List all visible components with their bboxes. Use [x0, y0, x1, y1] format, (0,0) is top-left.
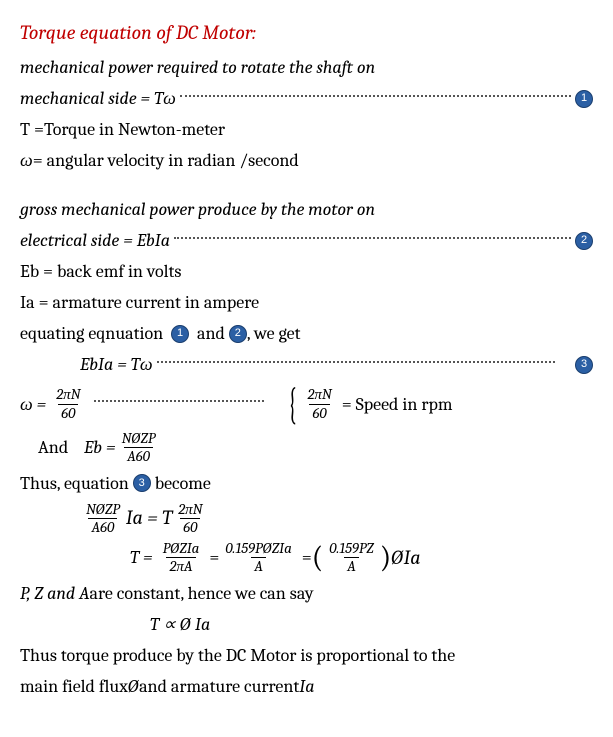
gross-power-line-2: electrical side = EbIa 2: [20, 227, 593, 254]
eb-eq-label: Eb =: [84, 434, 116, 461]
omega-eq-label: ω =: [20, 391, 46, 418]
t-proportional-line: T ∝ Ø Ia: [20, 611, 593, 638]
leader-dots: [157, 361, 556, 363]
equating-text-2: and: [197, 320, 225, 347]
eq-3-expr: EbIa = Tω: [80, 351, 153, 378]
def-eb: Eb = back emf in volts: [20, 258, 593, 285]
frac-2piN-60-note: 2πN 60: [304, 386, 334, 422]
pza-constant-line: P, Z and A are constant, hence we can sa…: [20, 580, 593, 607]
eq-badge-3: 3: [575, 356, 593, 374]
mech-power-line-1: mechanical power required to rotate the …: [20, 54, 593, 81]
pza-vars: P, Z and A: [20, 580, 90, 607]
and-label: And: [38, 434, 68, 461]
page-title: Torque equation of DC Motor:: [20, 18, 593, 48]
eq-substitution-line: NØZP A60 Ia = T 2πN 60: [20, 501, 593, 537]
eq-badge-2: 2: [575, 232, 593, 250]
mech-power-line-2: mechanical side = Tω 1: [20, 85, 593, 112]
const-text: are constant, hence we can say: [90, 580, 314, 607]
def-torque: T =Torque in Newton-meter: [20, 116, 593, 143]
phi-ia: ØIa: [391, 543, 420, 573]
gross-power-eq: electrical side = EbIa: [20, 227, 170, 254]
conclusion-line-2: main field flux Ø and armature current I…: [20, 673, 593, 700]
thus-eq3-line: Thus, equation 3 become: [20, 470, 593, 497]
gross-power-line-1: gross mechanical power produce by the mo…: [20, 196, 593, 223]
thus-label: Thus, equation: [20, 470, 129, 497]
leader-dots: [94, 400, 264, 402]
mech-power-eq: mechanical side = Tω: [20, 85, 176, 112]
eq-3-line: EbIa = Tω 3: [20, 351, 593, 378]
equating-text-3: , we get: [247, 320, 301, 347]
frac-0159pz-a: 0.159PZ A: [326, 540, 376, 576]
become-label: become: [155, 470, 211, 497]
frac-pozia-2pia: PØZIa 2πA: [160, 540, 203, 576]
frac-nozp-a60: NØZP A60: [119, 430, 159, 466]
paren-group: 0.159PZ A: [312, 540, 391, 576]
leader-dots: [180, 95, 571, 97]
conclusion-line-1: Thus torque produce by the DC Motor is p…: [20, 642, 593, 669]
equating-line: equating eqnuation 1 and 2 , we get: [20, 320, 593, 347]
frac-0159pozia-a: 0.159PØZIa A: [222, 540, 294, 576]
frac-2piN-60: 2πN 60: [53, 386, 83, 422]
eq-badge-1-ref: 1: [171, 325, 189, 343]
leader-dots: [174, 237, 571, 239]
t-derivation-line: T = PØZIa 2πA = 0.159PØZIa A = 0.159PZ A…: [20, 540, 593, 576]
eq-badge-2-ref: 2: [229, 325, 247, 343]
omega-definition-row: ω = 2πN 60 { 2πN 60 = Speed in rpm: [20, 382, 593, 426]
speed-note: = Speed in rpm: [342, 391, 453, 418]
equals-1: =: [209, 544, 219, 571]
equating-text-1: equating eqnuation: [20, 320, 163, 347]
equals-2: =: [302, 544, 312, 571]
def-omega: ω= angular velocity in radian /second: [20, 147, 593, 174]
frac-nozp-a60-2: NØZP A60: [83, 501, 123, 537]
frac-2piN-60-3: 2πN 60: [175, 501, 205, 537]
eq-badge-3-ref: 3: [133, 474, 151, 492]
eq-badge-1: 1: [575, 90, 593, 108]
ia-eq-t: Ia = T: [126, 503, 172, 533]
eb-definition-row: And Eb = NØZP A60: [20, 430, 593, 466]
brace-icon: {: [289, 382, 298, 426]
def-ia: Ia = armature current in ampere: [20, 289, 593, 316]
t-eq-label: T =: [130, 544, 153, 571]
